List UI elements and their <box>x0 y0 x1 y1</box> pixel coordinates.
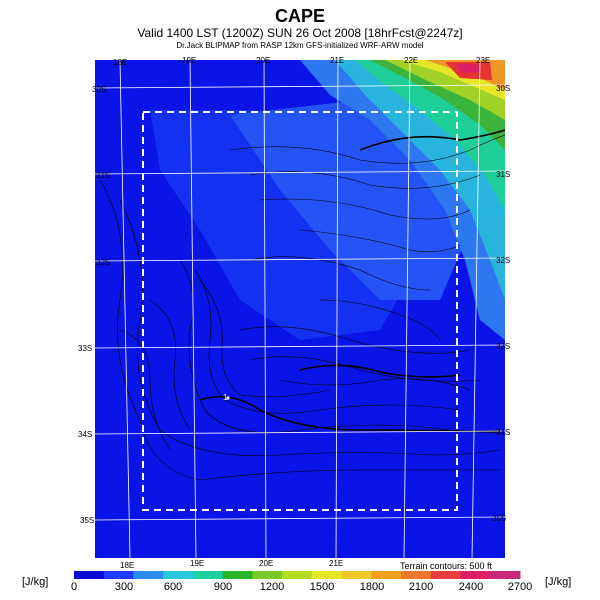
lon-label-bottom: 20E <box>259 559 274 568</box>
lat-label-left: 32S <box>96 258 111 267</box>
lon-label-top: 19E <box>182 56 197 65</box>
inner-domain-box <box>142 111 458 511</box>
cape-field-magenta <box>455 64 480 73</box>
lon-label-top: 22E <box>404 56 419 65</box>
colorbar-tick: 2100 <box>408 581 434 593</box>
lon-label-top: 20E <box>256 56 271 65</box>
site-marker <box>226 396 230 400</box>
colorbar-tick: 600 <box>163 581 183 593</box>
terrain-contour-note: Terrain contours: 500 ft <box>400 561 493 571</box>
lon-label-bottom: 19E <box>190 559 205 568</box>
colorbar-tick: 1800 <box>359 581 385 593</box>
lon-label-top: 18E <box>113 58 128 67</box>
lat-lon-grid <box>95 60 505 558</box>
lat-label-right: 35S <box>492 514 507 523</box>
lat-label-right: 30S <box>496 84 511 93</box>
colorbar-unit-left: [J/kg] <box>22 576 49 588</box>
lat-label-left: 34S <box>78 430 93 439</box>
lat-label-right: 34S <box>496 428 511 437</box>
colorbar-tick: 1500 <box>309 581 335 593</box>
lat-label-left: 31S <box>96 171 111 180</box>
terrain-contours-bold <box>199 129 505 433</box>
valid-time-subtitle: Valid 1400 LST (1200Z) SUN 26 Oct 2008 [… <box>137 26 463 40</box>
lat-label-left: 35S <box>80 516 95 525</box>
colorbar-tick: 1200 <box>259 581 285 593</box>
lon-label-top: 23E <box>476 56 491 65</box>
chart-title: CAPE <box>274 6 325 26</box>
lat-label-right: 33S <box>496 342 511 351</box>
lon-label-top: 21E <box>330 56 345 65</box>
lat-label-right: 31S <box>496 170 511 179</box>
terrain-contours <box>99 134 505 481</box>
lon-label-bottom: 21E <box>329 559 344 568</box>
colorbar-tick: 2700 <box>507 581 533 593</box>
lat-label-left: 33S <box>78 344 93 353</box>
colorbar-unit-right: [J/kg] <box>545 576 572 588</box>
lon-label-bottom: 18E <box>120 561 135 570</box>
site-marker-label: 1 <box>223 393 228 402</box>
lat-label-right: 32S <box>496 256 511 265</box>
model-credit: Dr.Jack BLIPMAP from RASP 12km GFS-initi… <box>176 41 424 50</box>
lat-label-left: 30S <box>92 85 107 94</box>
colorbar-tick: 2400 <box>458 581 484 593</box>
colorbar-tick: 0 <box>70 581 78 593</box>
colorbar-tick: 300 <box>114 581 134 593</box>
colorbar-tick: 900 <box>213 581 233 593</box>
